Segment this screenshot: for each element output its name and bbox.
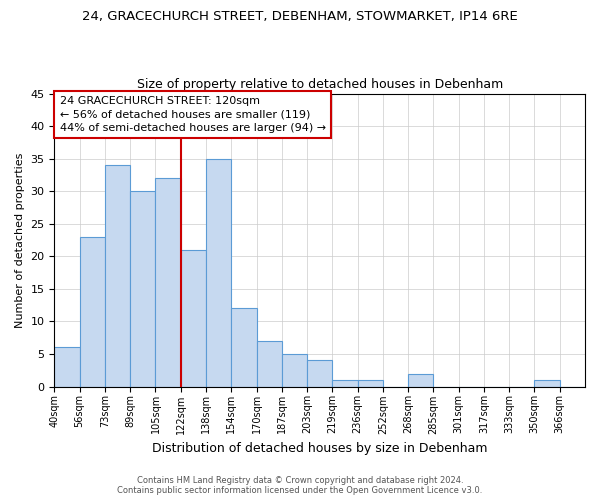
Bar	[307, 360, 332, 386]
Text: 24, GRACECHURCH STREET, DEBENHAM, STOWMARKET, IP14 6RE: 24, GRACECHURCH STREET, DEBENHAM, STOWMA…	[82, 10, 518, 23]
Text: 24 GRACECHURCH STREET: 120sqm
← 56% of detached houses are smaller (119)
44% of : 24 GRACECHURCH STREET: 120sqm ← 56% of d…	[60, 96, 326, 133]
Bar	[332, 380, 358, 386]
Bar	[257, 341, 282, 386]
Bar	[231, 308, 257, 386]
Bar	[80, 237, 105, 386]
Y-axis label: Number of detached properties: Number of detached properties	[15, 152, 25, 328]
Bar	[55, 348, 80, 387]
Bar	[535, 380, 560, 386]
Title: Size of property relative to detached houses in Debenham: Size of property relative to detached ho…	[137, 78, 503, 91]
Bar	[408, 374, 433, 386]
Bar	[130, 191, 155, 386]
Text: Contains HM Land Registry data © Crown copyright and database right 2024.
Contai: Contains HM Land Registry data © Crown c…	[118, 476, 482, 495]
Bar	[155, 178, 181, 386]
Bar	[282, 354, 307, 386]
X-axis label: Distribution of detached houses by size in Debenham: Distribution of detached houses by size …	[152, 442, 487, 455]
Bar	[358, 380, 383, 386]
Bar	[105, 165, 130, 386]
Bar	[206, 158, 231, 386]
Bar	[181, 250, 206, 386]
